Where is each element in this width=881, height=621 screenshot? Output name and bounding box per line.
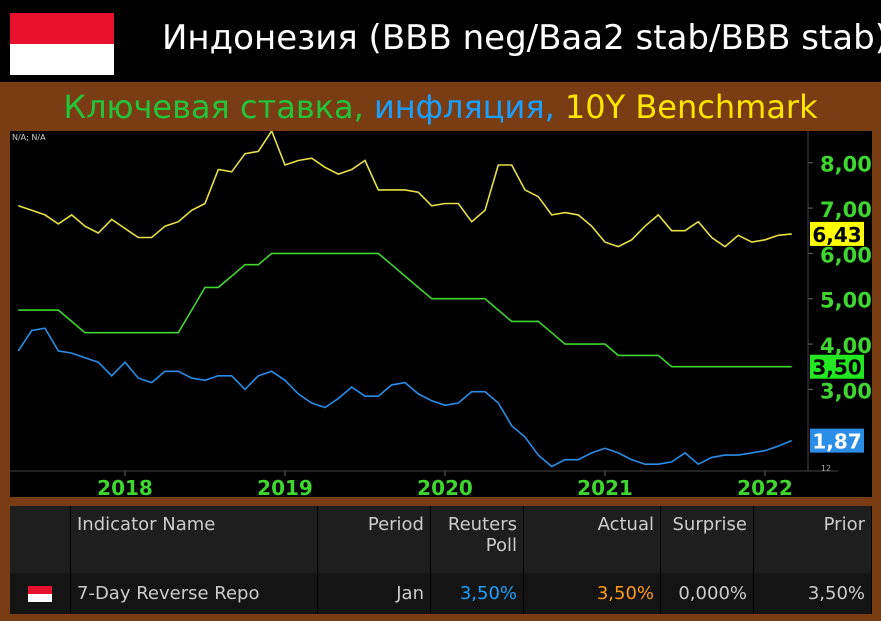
header-indicator-name: Indicator Name <box>70 506 318 573</box>
row-flag-cell <box>10 572 71 614</box>
last-value-box <box>810 221 864 246</box>
row-actual: 3,50% <box>523 572 661 614</box>
line-chart: 3,00 4,00 5,00 6,00 7,00 8,00 2018 2019 2020 2021… <box>10 129 872 500</box>
plot-area <box>10 131 808 471</box>
table-header-row: Indicator Name Period Reuters Poll Actua… <box>10 506 872 573</box>
x-tick-label: 2019 <box>257 476 313 497</box>
header-reuters-poll: Reuters Poll <box>430 506 524 573</box>
y-tick-label: 5,00 <box>820 289 872 313</box>
series-line-0 <box>18 129 792 248</box>
header-period: Period <box>317 506 431 573</box>
last-value-box <box>810 428 864 453</box>
x-tick-label: 2021 <box>577 476 633 497</box>
y-tick-label: 3,00 <box>820 379 872 403</box>
y-tick-label: 4,00 <box>820 334 872 358</box>
row-surprise: 0,000% <box>660 572 754 614</box>
last-value-label: 1,87 <box>812 430 861 454</box>
chart-panel: N/A; N/A 3,00 4,00 5,00 6,00 7,00 8,00 2018 201… <box>10 129 872 500</box>
row-indicator-name: 7-Day Reverse Repo <box>70 572 318 614</box>
x-tick-label: 2020 <box>417 476 473 497</box>
x-tick-label: 2018 <box>97 476 153 497</box>
last-value-box <box>810 354 864 379</box>
x-tick-label: 2022 <box>737 476 793 497</box>
table-row[interactable]: 7-Day Reverse Repo Jan 3,50% 3,50% 0,000… <box>10 572 872 614</box>
subtitle-key-rate: Ключевая ставка, <box>63 88 364 126</box>
y-tick-label: 8,00 <box>820 153 872 177</box>
row-period: Jan <box>317 572 431 614</box>
last-value-label: 3,50 <box>812 356 861 380</box>
header-bar: Индонезия (BBB neg/Baa2 stab/BBB stab) <box>0 0 881 82</box>
subtitle-inflation: инфляция, <box>363 88 555 126</box>
row-reuters-poll: 3,50% <box>430 572 524 614</box>
header-surprise: Surprise <box>660 506 754 573</box>
header-flag-cell <box>10 506 71 573</box>
y-tick-label: 7,00 <box>820 198 872 222</box>
chart-subtitle: Ключевая ставка, инфляция, 10Y Benchmark <box>0 85 881 129</box>
indicator-table: Indicator Name Period Reuters Poll Actua… <box>10 506 872 614</box>
last-value-label: 6,43 <box>812 223 861 247</box>
header-prior: Prior <box>753 506 872 573</box>
indonesia-flag-icon <box>28 585 52 602</box>
indonesia-flag-icon <box>10 13 114 75</box>
small-tick-label: 12 <box>821 464 831 473</box>
chart-corner-label: N/A; N/A <box>12 133 46 142</box>
row-prior: 3,50% <box>753 572 872 614</box>
page-title: Индонезия (BBB neg/Baa2 stab/BBB stab) <box>162 18 881 58</box>
y-tick-label: 6,00 <box>820 243 872 267</box>
header-actual: Actual <box>523 506 661 573</box>
series-line-1 <box>18 252 792 368</box>
series-line-2 <box>17 327 793 468</box>
subtitle-10y-benchmark: 10Y Benchmark <box>554 88 818 126</box>
